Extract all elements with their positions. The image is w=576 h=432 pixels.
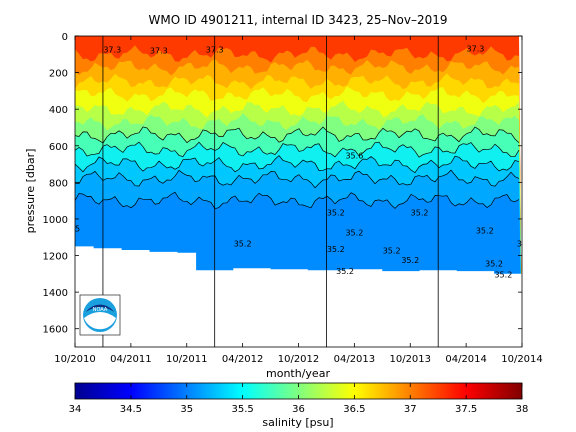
colorbar-tick-label: 34 [69, 404, 82, 415]
contour-label: 35.6 [345, 152, 363, 161]
contour-label: 35.2 [494, 270, 512, 279]
y-axis-label: pressure [dbar] [24, 149, 37, 234]
contour-label: 35.2 [401, 256, 419, 265]
y-tick-label: 1200 [43, 252, 68, 263]
chart-title: WMO ID 4901211, internal ID 3423, 25–Nov… [149, 13, 448, 27]
colorbar-tick-label: 36 [292, 404, 305, 415]
colorbar-tick-label: 37 [404, 404, 417, 415]
contour-label: 35.2 [383, 247, 401, 256]
colorbar-tick-label: 35 [180, 404, 193, 415]
noaa-logo: NOAA [79, 294, 121, 336]
contour-label: 35.2 [476, 227, 494, 236]
x-tick-label: 10/2014 [501, 354, 543, 365]
noaa-logo-text: NOAA [93, 307, 108, 313]
y-tick-label: 600 [49, 142, 68, 153]
x-tick-label: 10/2013 [389, 354, 431, 365]
y-axis: 0 200 400 600 800 1000 1200 1400 1600 [43, 32, 522, 336]
x-tick-label: 10/2011 [166, 354, 208, 365]
contour-lines [75, 126, 520, 210]
plot-area: 35.635.2 35.235.2 35.235.235.2 35.235.235.2… [70, 36, 527, 347]
x-tick-label: 10/2012 [278, 354, 320, 365]
x-tick-label: 04/2011 [110, 354, 152, 365]
colorbar-tick-label: 37.5 [455, 404, 477, 415]
colorbar-tick-label: 34.5 [120, 404, 142, 415]
contour-label: 35 [517, 239, 527, 248]
colorbar-label: salinity [psu] [262, 416, 333, 429]
contour-line [75, 126, 520, 144]
contour-label: 35.2 [345, 228, 363, 237]
colorbar-tick-label: 36.5 [343, 404, 365, 415]
colorbar-tick-label: 38 [516, 404, 529, 415]
contour-label: 35.2 [336, 267, 354, 276]
contour-line [75, 155, 520, 174]
contour-line [75, 191, 520, 210]
contour-label: 35.2 [327, 245, 345, 254]
y-tick-label: 800 [49, 178, 68, 189]
contour-line [75, 141, 520, 158]
x-tick-label: 04/2014 [445, 354, 487, 365]
x-tick-label: 04/2012 [222, 354, 264, 365]
y-tick-label: 400 [49, 105, 68, 116]
x-tick-label: 10/2010 [54, 354, 96, 365]
contour-label: 35.2 [411, 208, 429, 217]
y-tick-label: 1600 [43, 325, 68, 336]
contour-label: 37.3 [103, 45, 121, 54]
contour-label: 35.2 [327, 208, 345, 217]
contour-label: 35.2 [485, 260, 503, 269]
salinity-layers [75, 36, 522, 347]
y-tick-label: 0 [62, 32, 68, 43]
x-tick-label: 04/2013 [334, 354, 376, 365]
colorbar: 34 34.5 35 35.5 36 36.5 37 37.5 38 salinity [psu… [69, 382, 529, 429]
contour-label: 37.3 [467, 45, 485, 54]
contour-line [75, 169, 520, 189]
x-axis: 10/2010 04/2011 10/2011 04/2012 10/2012 04/20… [54, 36, 543, 365]
contour-labels: 35.635.2 35.235.2 35.235.235.2 35.235.235.2… [70, 45, 527, 280]
contour-label: 35 [70, 225, 80, 234]
y-tick-label: 200 [49, 69, 68, 80]
x-axis-label: month/year [266, 367, 330, 380]
colorbar-tick-label: 35.5 [231, 404, 253, 415]
no-data-region [75, 246, 522, 347]
y-tick-label: 1000 [43, 215, 68, 226]
y-tick-label: 1400 [43, 288, 68, 299]
contour-label: 37.3 [150, 46, 168, 55]
contour-label: 37.3 [206, 45, 224, 54]
colorbar-ticks: 34 34.5 35 35.5 36 36.5 37 37.5 38 [69, 383, 529, 415]
contour-label: 35.2 [234, 239, 252, 248]
